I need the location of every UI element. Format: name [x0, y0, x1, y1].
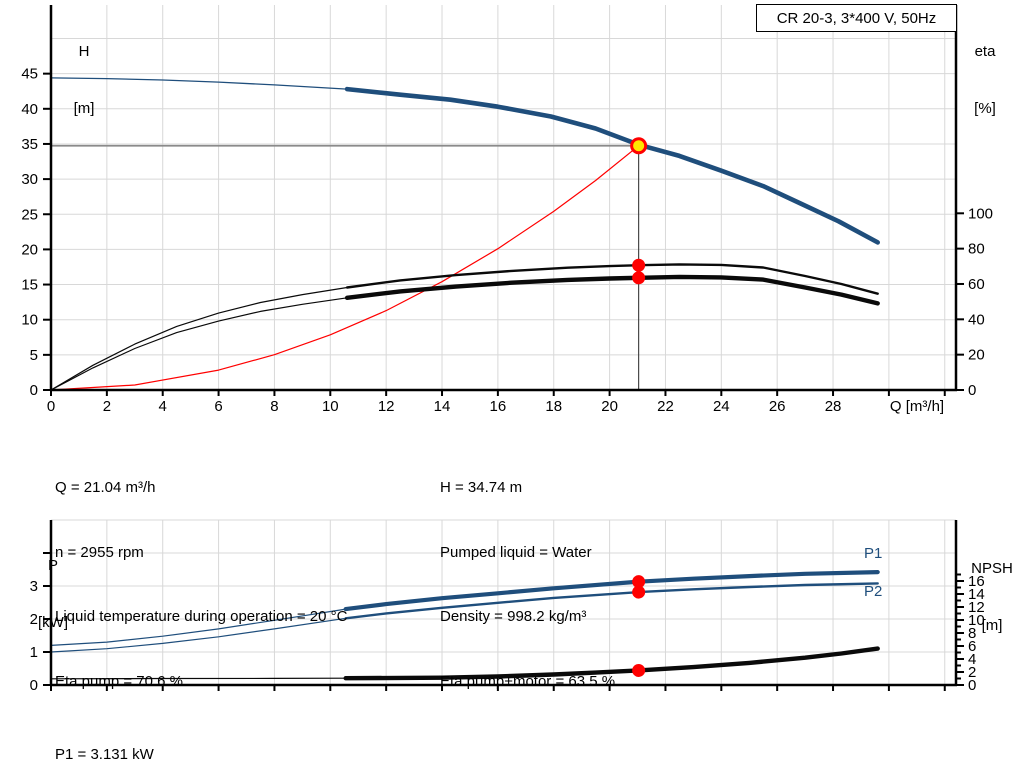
info-liquid-temp: Liquid temperature during operation = 20…: [55, 608, 348, 625]
tick-label-right: 4: [968, 651, 976, 668]
tick-label-right: 14: [968, 586, 985, 603]
tick-label-right: 40: [968, 311, 985, 328]
tick-label-left: 45: [21, 66, 38, 83]
tick-label-right: 16: [968, 573, 985, 590]
tick-label-left: 3: [30, 578, 38, 595]
tick-label-bottom: 18: [545, 398, 562, 415]
tick-label-right: 60: [968, 276, 985, 293]
tick-label-left: 0: [30, 677, 38, 694]
tick-label-right: 12: [968, 599, 985, 616]
duty-info-right: H = 34.74 m Pumped liquid = Water Densit…: [440, 434, 615, 735]
tick-label-right: 10: [968, 612, 985, 629]
p-axis-title: P [kW]: [38, 557, 68, 631]
q-axis-title: Q [m³/h]: [889, 398, 945, 415]
tick-label-left: 5: [30, 347, 38, 364]
tick-label-right: 100: [968, 205, 993, 222]
p1-curve-label: P1: [864, 545, 883, 562]
eta-pump-point: [632, 258, 646, 272]
p2-curve-thin: [50, 617, 347, 653]
tick-label-right: 80: [968, 241, 985, 258]
tick-label-right: 0: [968, 677, 976, 694]
pump-title-box: CR 20-3, 3*400 V, 50Hz: [756, 4, 957, 32]
eta-pump-motor-curve-thin: [50, 297, 348, 391]
info-density: Density = 998.2 kg/m³: [440, 608, 587, 625]
tick-label-left: 0: [30, 382, 38, 399]
p2-curve: [344, 582, 879, 620]
tick-label-left: 30: [21, 171, 38, 188]
pump-title: CR 20-3, 3*400 V, 50Hz: [776, 9, 937, 27]
info-eta-pump: Eta pump = 70.6 %: [55, 672, 183, 690]
info-h: H = 34.74 m: [440, 479, 523, 496]
eta-pump-motor-point: [632, 271, 646, 285]
tick-label-bottom: 12: [378, 398, 395, 415]
tick-label-left: 25: [21, 206, 38, 223]
duty-info-bottom: P1 = 3.131 kW P2 = 2.816 kW NPSH = 2.24 …: [55, 700, 160, 781]
tick-label-right: 6: [968, 638, 976, 655]
npsh-curve-thin: [50, 677, 347, 680]
tick-label-right: 20: [968, 347, 985, 364]
h-axis-title: H [m]: [73, 43, 95, 117]
info-eta-pump-motor: Eta pump+motor = 63.5 %: [440, 672, 616, 690]
npsh-axis-title: NPSH [m]: [971, 560, 1013, 634]
tick-label-left: 35: [21, 136, 38, 153]
head-curve-thin: [50, 77, 348, 90]
p1-curve: [343, 569, 880, 612]
info-p1: P1 = 3.131 kW: [55, 746, 154, 763]
tick-label-left: 1: [30, 644, 38, 661]
tick-label-bottom: 0: [47, 398, 55, 415]
info-n: n = 2955 rpm: [55, 543, 144, 561]
tick-label-bottom: 8: [270, 398, 278, 415]
tick-label-bottom: 20: [601, 398, 618, 415]
tick-label-right: 0: [968, 382, 976, 399]
duty-info-left: Q = 21.04 m³/h n = 2955 rpm Liquid tempe…: [55, 434, 347, 735]
tick-label-left: 20: [21, 241, 38, 258]
p1-curve-thin: [50, 608, 347, 647]
duty-point: [630, 137, 648, 155]
eta-pump-motor-curve: [344, 274, 880, 306]
p2-curve-label: P2: [864, 583, 883, 600]
tick-label-right: 2: [968, 664, 976, 681]
tick-label-bottom: 2: [103, 398, 111, 415]
p2-point: [632, 585, 646, 599]
tick-label-bottom: 4: [159, 398, 167, 415]
tick-label-left: 2: [30, 611, 38, 628]
info-q: Q = 21.04 m³/h: [55, 479, 156, 496]
info-pumped-liquid: Pumped liquid = Water: [440, 543, 592, 561]
tick-label-bottom: 28: [825, 398, 842, 415]
tick-label-left: 15: [21, 277, 38, 294]
tick-label-bottom: 16: [490, 398, 507, 415]
head-curve: [344, 86, 881, 245]
tick-label-bottom: 10: [322, 398, 339, 415]
tick-label-bottom: 14: [434, 398, 451, 415]
eta-axis-title: eta [%]: [974, 43, 996, 117]
tick-label-left: 40: [21, 101, 38, 118]
system-curve: [50, 145, 640, 391]
tick-label-bottom: 26: [769, 398, 786, 415]
p1-point: [632, 575, 646, 589]
npsh-point: [632, 663, 646, 677]
tick-label-bottom: 24: [713, 398, 730, 415]
tick-label-right: 8: [968, 625, 976, 642]
tick-label-left: 10: [21, 312, 38, 329]
tick-label-bottom: 22: [657, 398, 674, 415]
tick-label-bottom: 6: [214, 398, 222, 415]
eta-pump-curve-thin: [50, 286, 348, 391]
